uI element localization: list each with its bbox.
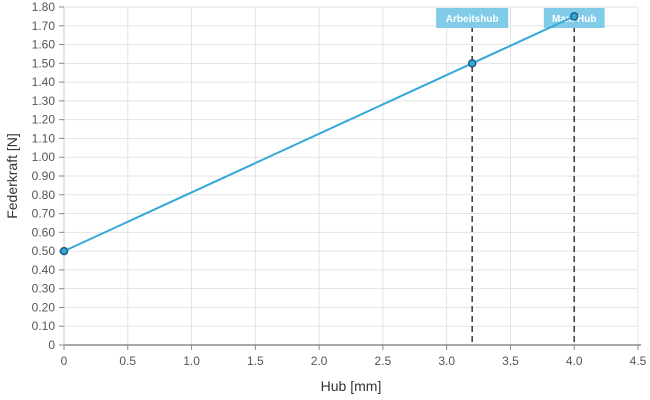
y-tick-label: 0.50	[32, 244, 56, 258]
x-tick-label: 2.5	[375, 354, 392, 368]
x-tick-label: 4.5	[630, 354, 647, 368]
y-tick-label: 0.90	[32, 169, 56, 183]
x-tick-label: 0	[61, 354, 68, 368]
x-tick-label: 1.0	[183, 354, 200, 368]
y-tick-label: 1.70	[32, 19, 56, 33]
data-point	[569, 12, 579, 21]
y-axis-title: Federkraft [N]	[4, 133, 20, 219]
grid	[63, 6, 639, 346]
y-tick-label: 0.10	[32, 319, 56, 333]
x-axis-ticks: 0 0.5 1.0 1.5 2.0 2.5 3.0 3.5 4.0 4.5	[61, 345, 647, 368]
series	[59, 12, 579, 256]
y-tick-label: 1.40	[32, 75, 56, 89]
x-tick-label: 3.0	[438, 354, 455, 368]
y-tick-label: 0.20	[32, 300, 56, 314]
y-tick-label: 1.80	[32, 0, 56, 14]
y-tick-label: 0.40	[32, 263, 56, 277]
x-tick-label: 2.0	[311, 354, 328, 368]
x-axis-title: Hub [mm]	[321, 378, 382, 394]
y-tick-label: 1.00	[32, 150, 56, 164]
y-tick-label: 0	[48, 338, 55, 352]
y-tick-label: 0.60	[32, 225, 56, 239]
data-point	[467, 59, 477, 68]
marker-label-box	[436, 8, 509, 28]
x-tick-label: 3.5	[502, 354, 519, 368]
x-tick-label: 1.5	[247, 354, 264, 368]
y-tick-label: 1.10	[32, 131, 56, 145]
marker-label: Arbeitshub	[446, 14, 499, 25]
y-tick-label: 1.20	[32, 113, 56, 127]
y-tick-label: 0.30	[32, 282, 56, 296]
x-tick-label: 0.5	[119, 354, 136, 368]
y-tick-label: 0.80	[32, 188, 56, 202]
y-tick-label: 1.30	[32, 94, 56, 108]
y-tick-label: 1.50	[32, 56, 56, 70]
y-axis-ticks: 0 0.10 0.20 0.30 0.40 0.50 0.60 0.70 0.80 0.90 1.0…	[32, 0, 64, 352]
x-tick-label: 4.0	[566, 354, 583, 368]
y-tick-label: 0.70	[32, 207, 56, 221]
data-point	[59, 246, 69, 256]
y-tick-label: 1.60	[32, 38, 56, 52]
